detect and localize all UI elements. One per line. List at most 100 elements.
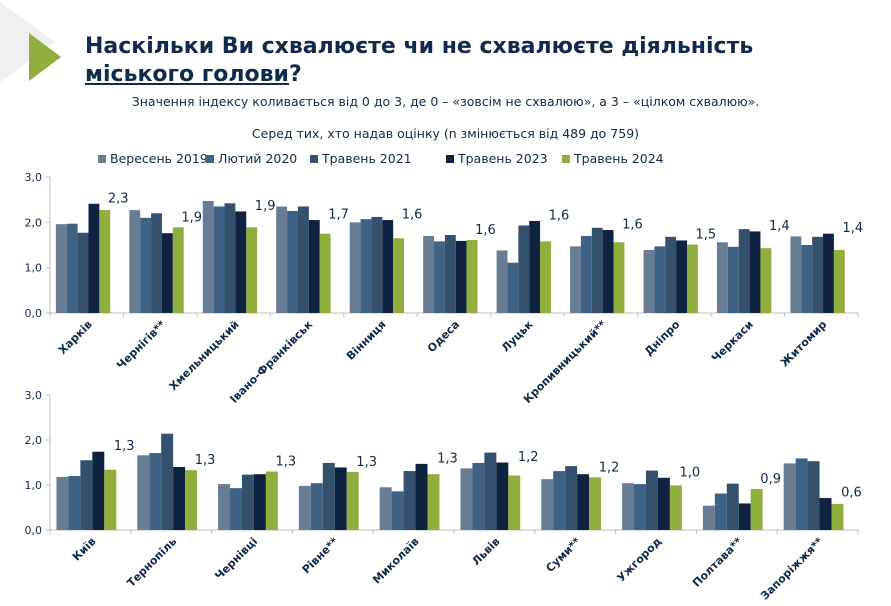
data-label: 1,6 (402, 208, 423, 223)
bar-Черкаси-Вересень-2019 (716, 242, 728, 313)
data-label: 1,4 (842, 221, 863, 236)
bar-Івано-Франківськ-Лютий-2020 (287, 211, 298, 313)
bar-Вінниця-Травень-2024 (393, 238, 405, 313)
bar-Львів-Лютий-2020 (472, 462, 485, 530)
data-label: 1,3 (276, 455, 297, 470)
bar-Дніпро-Вересень-2019 (643, 249, 655, 313)
bar-Одеса-Вересень-2019 (423, 235, 435, 313)
bar-Чернівці-Травень-2021 (241, 474, 254, 530)
bar-Суми-Вересень-2019 (541, 479, 554, 530)
bar-Житомир-Лютий-2020 (801, 245, 813, 313)
bar-Полтава-Травень-2024 (750, 489, 763, 530)
bar-Харків-Травень-2024 (99, 210, 111, 313)
bar-Хмельницький-Травень-2024 (246, 227, 258, 313)
bar-Харків-Травень-2023 (88, 203, 100, 313)
bar-Черкаси-Травень-2023 (749, 231, 761, 313)
data-label: 1,3 (356, 455, 377, 470)
bar-Рівне-Травень-2021 (322, 462, 335, 530)
bar-Суми-Травень-2021 (565, 466, 578, 530)
bar-Одеса-Лютий-2020 (434, 241, 445, 313)
legend-item: Вересень 2019 (110, 151, 208, 166)
data-label: 1,3 (114, 439, 135, 454)
data-label: 1,7 (328, 208, 349, 223)
bar-Чернігів-Травень-2021 (151, 213, 162, 313)
bar-Львів-Вересень-2019 (460, 468, 473, 530)
bar-Рівне-Травень-2023 (334, 467, 347, 530)
category-label: Одеса (425, 318, 462, 355)
data-label: 1,4 (769, 219, 790, 234)
chart-1: 0,0 1,0 2,0 3,0 2,3 Харків 1,9 Чернігів** 1,9 Хме… (25, 151, 864, 406)
bar-Чернігів-Вересень-2019 (129, 210, 141, 313)
category-label: Полтава** (690, 535, 745, 590)
bar-Миколаїв-Вересень-2019 (379, 487, 392, 530)
bar-Ужгород-Травень-2023 (657, 477, 670, 530)
category-label: Ужгород (615, 535, 665, 585)
y-tick-label: 3,0 (25, 171, 43, 184)
bar-Івано-Франківськ-Травень-2021 (297, 206, 309, 313)
bar-Луцьк-Лютий-2020 (507, 262, 519, 313)
bar-Вінниця-Вересень-2019 (349, 222, 361, 313)
category-label: Чернігів** (114, 318, 168, 372)
bar-Миколаїв-Травень-2021 (403, 471, 416, 530)
legend-swatch (98, 155, 106, 163)
bar-Житомир-Травень-2024 (833, 249, 845, 313)
legend-swatch (562, 155, 570, 163)
bar-Тернопіль-Травень-2024 (185, 470, 198, 530)
bar-Чернігів-Травень-2024 (172, 227, 184, 313)
bar-Запоріжжя-Травень-2021 (807, 461, 820, 530)
title-question-mark: ? (288, 62, 302, 87)
legend-item: Травень 2024 (573, 151, 664, 166)
bar-Тернопіль-Травень-2023 (173, 467, 186, 530)
bar-Чернігів-Травень-2023 (161, 233, 173, 313)
data-label: 1,6 (475, 223, 496, 238)
category-label: Дніпро (642, 318, 683, 359)
bar-Рівне-Лютий-2020 (310, 483, 323, 530)
bar-Харків-Лютий-2020 (66, 223, 78, 313)
data-label: 0,6 (841, 486, 862, 501)
bar-Суми-Травень-2024 (589, 477, 602, 530)
y-tick-label: 3,0 (25, 389, 43, 402)
bar-Одеса-Травень-2021 (444, 235, 456, 313)
bar-Чернігів-Лютий-2020 (140, 217, 152, 313)
legend-swatch (206, 155, 214, 163)
bar-Чернівці-Травень-2023 (253, 474, 266, 530)
bar-Дніпро-Травень-2023 (676, 240, 687, 313)
bar-Миколаїв-Травень-2023 (415, 463, 428, 530)
category-label: Миколаїв (370, 535, 422, 587)
bar-Харків-Травень-2021 (77, 232, 89, 313)
bar-Львів-Травень-2023 (496, 462, 509, 530)
category-label: Рівне** (300, 535, 341, 576)
bar-Луцьк-Травень-2021 (518, 225, 530, 313)
bar-Рівне-Травень-2024 (346, 471, 359, 530)
page-title: Наскільки Ви схвалюєте чи не схвалюєте д… (85, 33, 753, 89)
y-tick-label: 1,0 (25, 262, 43, 275)
bar-Запоріжжя-Лютий-2020 (795, 458, 808, 530)
title-line-1: Наскільки Ви схвалюєте чи не схвалюєте д… (85, 34, 754, 59)
bar-Чернівці-Лютий-2020 (230, 488, 242, 530)
bar-Кропивницький-Травень-2021 (591, 227, 603, 313)
bar-Хмельницький-Вересень-2019 (202, 201, 214, 313)
bar-Запоріжжя-Травень-2024 (831, 503, 844, 530)
category-label: Луцьк (499, 318, 536, 355)
bar-Рівне-Вересень-2019 (298, 485, 311, 530)
category-label: Черкаси (709, 318, 756, 365)
category-label: Львів (469, 535, 502, 568)
bar-Суми-Лютий-2020 (553, 471, 566, 530)
data-label: 1,3 (437, 451, 458, 466)
legend-swatch (310, 155, 318, 163)
bar-Миколаїв-Травень-2024 (427, 474, 440, 530)
legend-swatch (446, 155, 454, 163)
category-label: Вінниця (344, 318, 389, 363)
bar-Луцьк-Травень-2023 (529, 220, 541, 313)
category-label: Житомир (778, 318, 829, 369)
bar-Львів-Травень-2021 (484, 452, 497, 530)
category-label: Івано-Франківськ (227, 318, 315, 406)
legend-item: Травень 2023 (457, 151, 548, 166)
legend-item: Травень 2021 (321, 151, 412, 166)
green-arrow-icon (29, 33, 61, 81)
y-tick-label: 1,0 (25, 479, 43, 492)
data-label: 1,2 (599, 460, 620, 475)
category-label: Хмельницький (167, 318, 242, 393)
bar-Житомир-Травень-2021 (812, 236, 824, 313)
